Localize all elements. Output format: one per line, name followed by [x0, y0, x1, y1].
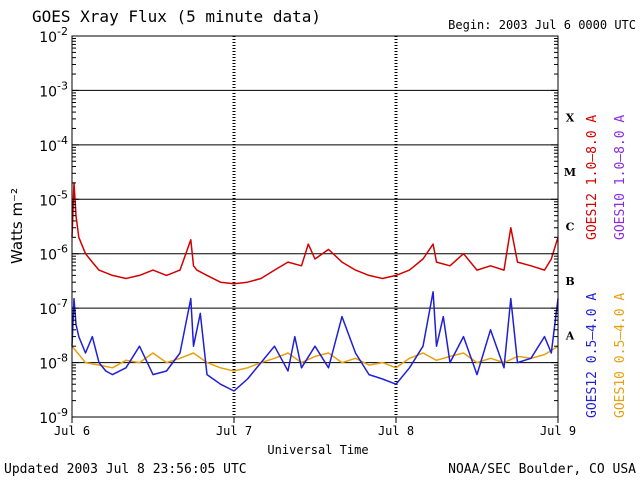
y-tick-label: 10-2 — [39, 25, 68, 46]
series-line — [71, 345, 559, 372]
grid-lines — [72, 36, 558, 417]
plot-frame — [71, 35, 559, 418]
y-tick-label: 10-9 — [39, 406, 68, 427]
x-axis-label: Universal Time — [267, 443, 368, 457]
credit-label: NOAA/SEC Boulder, CO USA — [448, 462, 636, 477]
x-tick-label: Jul 6 — [54, 424, 90, 438]
legend-label: GOES10 1.0–8.0 A — [613, 115, 628, 240]
flare-class-label: B — [565, 275, 574, 288]
x-tick-label: Jul 8 — [378, 424, 414, 438]
series-line — [71, 291, 559, 392]
x-tick-label: Jul 9 — [540, 424, 576, 438]
legend: GOES12 1.0–8.0 A GOES12 0.5–4.0 A GOES10 1… — [585, 115, 628, 418]
y-tick-label: 10-8 — [39, 352, 68, 373]
series-lines — [71, 182, 559, 392]
flare-class-label: C — [566, 221, 575, 234]
y-tick-label: 10-7 — [39, 297, 68, 318]
flare-class-label: A — [565, 329, 575, 342]
chart-title: GOES Xray Flux (5 minute data) — [32, 7, 321, 26]
flare-class-label: X — [566, 112, 575, 125]
updated-label: Updated 2003 Jul 8 23:56:05 UTC — [4, 462, 247, 477]
y-tick-label: 10-4 — [39, 134, 68, 155]
y-tick-label: 10-6 — [39, 243, 68, 264]
legend-label: GOES10 0.5–4.0 A — [613, 293, 628, 418]
series-line — [71, 182, 559, 285]
legend-label: GOES12 1.0–8.0 A — [585, 115, 600, 240]
y-axis-label: Watts m⁻² — [8, 188, 26, 264]
flare-class-label: M — [564, 166, 576, 179]
x-tick-label: Jul 7 — [216, 424, 252, 438]
begin-label: Begin: 2003 Jul 6 0000 UTC — [448, 18, 636, 32]
y-tick-label: 10-3 — [39, 79, 68, 100]
y-tick-label: 10-5 — [39, 188, 68, 209]
legend-label: GOES12 0.5–4.0 A — [585, 293, 600, 418]
